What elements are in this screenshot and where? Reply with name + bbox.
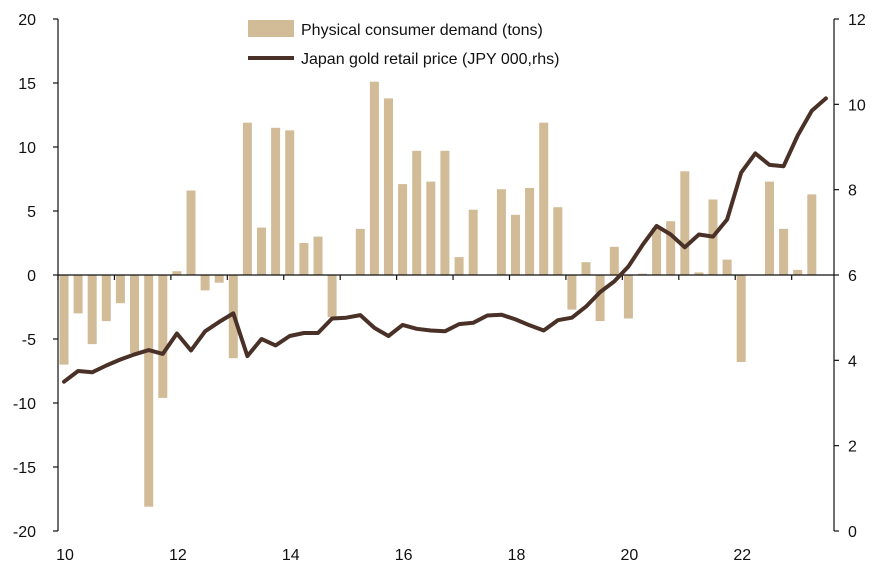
bar [680,171,690,275]
x-axis-ticks: 10 12 14 16 18 20 22 [56,275,793,564]
bar [666,221,676,275]
x-tick-label: 18 [508,547,526,564]
bar [694,272,704,275]
right-tick-label: 0 [848,524,857,541]
left-tick-label: -5 [22,332,36,349]
bar [765,181,774,275]
right-tick-label: 10 [848,97,866,114]
bar [496,189,506,275]
bar [567,275,577,310]
bar [101,275,111,322]
bar [200,275,210,291]
line-group [62,96,828,384]
price-line [62,96,828,384]
bar [271,127,281,275]
bar [581,262,591,275]
bar [87,275,97,345]
left-tick-label: -20 [13,524,36,541]
left-tick-label: -10 [13,396,36,413]
bar [609,246,619,275]
bar [623,275,633,319]
x-tick-label: 22 [733,547,751,564]
bar [242,122,252,275]
bar [553,207,563,275]
left-tick-label: 20 [18,12,36,29]
bar [313,236,323,275]
bar [59,275,69,365]
bar [539,122,549,275]
bar [412,150,422,275]
left-tick-label: -15 [13,460,36,477]
bar [793,269,803,275]
left-tick-label: 10 [18,140,36,157]
right-tick-label: 4 [848,353,857,370]
left-axis-ticks: 20 15 10 5 0 -5 -10 -15 -20 [13,12,58,541]
bar [355,228,365,275]
right-tick-label: 8 [848,183,857,200]
legend-line-label: Japan gold retail price (JPY 000,rhs) [301,51,560,68]
right-tick-label: 6 [848,268,857,285]
bar [454,257,464,275]
x-tick-label: 20 [620,547,638,564]
bar [172,271,182,275]
left-tick-label: 5 [27,204,36,221]
bar [214,275,224,283]
bar [144,275,154,507]
bar [186,190,196,275]
right-axis-ticks: 12 10 8 6 4 2 0 [834,12,866,541]
bars-group [59,81,817,507]
bar [440,150,450,275]
legend: Physical consumer demand (tons) Japan go… [248,20,560,68]
bar [638,273,647,275]
x-tick-label: 16 [395,547,413,564]
bar [73,275,83,314]
bar [426,181,436,275]
left-tick-label: 15 [18,76,36,93]
bar [327,275,337,318]
bar [511,214,520,275]
right-tick-label: 12 [848,12,866,29]
x-tick-label: 12 [169,547,187,564]
bar [595,275,605,322]
bar [652,227,662,275]
x-tick-label: 14 [282,547,300,564]
x-tick-label: 10 [56,547,74,564]
right-tick-label: 2 [848,439,857,456]
bar [722,259,732,275]
bar [285,130,295,275]
bar [158,275,168,398]
legend-bar-label: Physical consumer demand (tons) [301,22,543,39]
bar [384,98,393,276]
bar [468,209,478,275]
bar [736,275,746,362]
legend-bar-swatch [248,20,294,37]
left-tick-label: 0 [27,268,36,285]
bar [130,275,139,354]
bar [369,81,379,275]
bar [398,184,408,275]
bar [525,188,535,275]
bar [257,227,266,275]
bar [299,243,309,275]
bar [115,275,125,304]
bar [807,194,817,275]
axes-group [57,19,835,531]
bar [779,228,789,275]
